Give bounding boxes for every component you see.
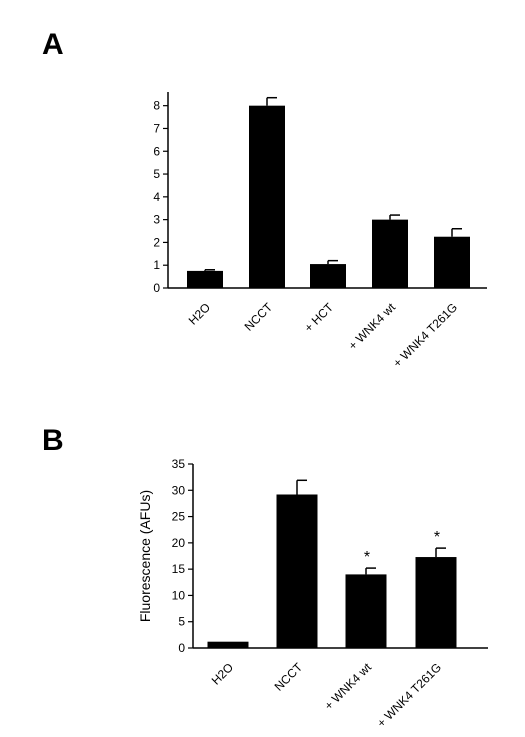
a-y-tick-label: 0: [153, 281, 160, 295]
b-bar: [207, 641, 249, 648]
panel-a: A 0 1 2 3 4 5 6 7 8 H2O NCCT + HCT + WNK4 wt+ WNK4 T…: [42, 28, 487, 370]
a-y-tick-label: 1: [153, 258, 160, 272]
b-y-tick-label: 25: [172, 510, 186, 524]
panel-b-letter: B: [42, 424, 64, 457]
a-bar: [434, 236, 470, 288]
a-category-label: NCCT: [242, 300, 276, 334]
b-y-axis-title: Fluorescence (AFUs): [137, 490, 153, 622]
b-y-tick-label: 35: [172, 457, 186, 471]
b-y-tick-label: 30: [172, 483, 186, 497]
b-y-tick-label: 0: [178, 641, 185, 655]
b-y-tick-label: 20: [172, 536, 186, 550]
b-category-label: + WNK4 wt: [322, 660, 375, 713]
a-y-tick-label: 4: [153, 190, 160, 204]
b-category-label: NCCT: [272, 660, 306, 694]
a-bar: [249, 105, 285, 289]
a-category-label: + HCT: [301, 300, 336, 335]
b-y-tick-label: 10: [172, 588, 186, 602]
panel-a-letter: A: [42, 28, 64, 61]
a-y-tick-label: 3: [153, 213, 160, 227]
b-category-label: + WNK4 T261G: [374, 660, 444, 730]
b-bar: [345, 574, 387, 648]
b-significance-marker: *: [434, 529, 440, 546]
b-y-tick-label: 5: [178, 615, 185, 629]
a-bar: [187, 270, 223, 288]
a-category-label: + WNK4 T261G: [390, 300, 460, 370]
a-category-label: + WNK4 wt: [346, 300, 399, 353]
b-y-tick-label: 15: [172, 562, 186, 576]
a-category-label: H2O: [186, 300, 213, 327]
b-bar: [276, 494, 318, 648]
panel-b: B 0 5 10 15 20 25 30 35 Fluorescence (AFUs) H2O NC…: [42, 424, 488, 730]
b-significance-marker: *: [364, 549, 370, 566]
a-y-tick-label: 2: [153, 235, 160, 249]
a-y-tick-label: 8: [153, 99, 160, 113]
a-bar: [310, 264, 346, 288]
b-bar: [415, 557, 457, 648]
a-y-tick-label: 7: [153, 121, 160, 135]
a-bar: [372, 219, 408, 288]
b-category-label: H2O: [209, 660, 236, 687]
a-y-tick-label: 6: [153, 144, 160, 158]
a-y-tick-label: 5: [153, 167, 160, 181]
